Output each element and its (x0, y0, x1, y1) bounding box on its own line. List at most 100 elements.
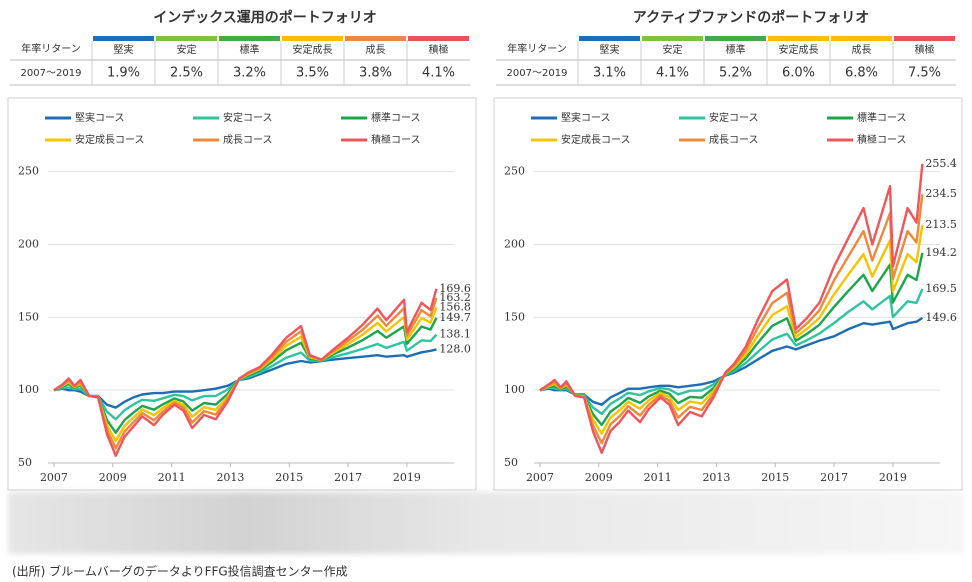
legend-label: 安定コース (709, 111, 759, 124)
table-cell: 3.8% (359, 66, 392, 81)
y-tick-label: 200 (504, 237, 525, 250)
table-row-label: 2007～2019 (21, 68, 82, 79)
table-cell: 6.8% (845, 66, 878, 81)
x-tick-label: 2017 (334, 471, 362, 484)
y-tick-label: 150 (18, 310, 39, 323)
table-cell: 3.1% (593, 66, 626, 81)
table-header-label: 年率リターン (507, 42, 567, 55)
end-label: 149.6 (925, 311, 957, 324)
series-line (539, 288, 924, 416)
end-label: 213.5 (925, 218, 957, 231)
table-header: 堅実 (114, 43, 134, 56)
legend-label: 堅実コース (561, 111, 611, 124)
series-line (539, 194, 924, 445)
header-color-bar (705, 36, 766, 41)
table-cell: 1.9% (107, 66, 140, 81)
table-header: 安定成長 (779, 43, 819, 56)
table-cell: 6.0% (782, 66, 815, 81)
legend-label: 安定成長コース (75, 133, 145, 146)
x-tick-label: 2009 (99, 471, 127, 484)
x-tick-label: 2015 (761, 471, 789, 484)
series-line (539, 163, 924, 454)
legend-label: 標準コース (857, 111, 907, 124)
end-label: 156.8 (439, 300, 471, 313)
x-tick-label: 2015 (275, 471, 303, 484)
header-color-bar (282, 36, 343, 41)
legend-label: 安定成長コース (561, 133, 631, 146)
end-label: 128.0 (439, 342, 471, 355)
header-color-bar (894, 36, 955, 41)
panel-border (493, 97, 963, 491)
legend-label: 成長コース (223, 134, 273, 146)
legend-label: 積極コース (371, 133, 421, 146)
table-header: 安定 (177, 43, 197, 56)
footnote: (出所) ブルームバーグのデータよりFFG投信調査センター作成 (12, 564, 348, 579)
header-color-bar (831, 36, 892, 41)
x-tick-label: 2019 (393, 471, 421, 484)
legend-label: 堅実コース (75, 111, 125, 124)
panel-title: アクティブファンドのポートフォリオ (633, 9, 869, 26)
end-label: 169.5 (925, 282, 957, 295)
y-tick-label: 50 (18, 456, 32, 469)
header-color-bar (93, 36, 154, 41)
end-label: 255.4 (925, 157, 957, 170)
y-tick-label: 100 (504, 383, 525, 396)
table-header: 標準 (726, 43, 746, 56)
table-cell: 4.1% (422, 66, 455, 81)
y-tick-label: 100 (18, 383, 39, 396)
header-color-bar (768, 36, 829, 41)
end-label: 163.2 (439, 291, 471, 304)
x-tick-label: 2011 (158, 471, 186, 484)
y-tick-label: 150 (504, 310, 525, 323)
y-tick-label: 200 (18, 237, 39, 250)
blurred-area (8, 492, 964, 554)
table-row-label: 2007～2019 (507, 68, 568, 79)
table-header: 安定成長 (293, 43, 333, 56)
header-color-bar (219, 36, 280, 41)
legend-label: 積極コース (857, 133, 907, 146)
header-color-bar (408, 36, 469, 41)
table-cell: 2.5% (170, 66, 203, 81)
table-header: 堅実 (600, 43, 620, 56)
table-cell: 5.2% (719, 66, 752, 81)
y-tick-label: 250 (18, 165, 39, 178)
series-line (53, 288, 438, 457)
x-tick-label: 2009 (585, 471, 613, 484)
end-label: 149.7 (439, 311, 471, 324)
x-tick-label: 2013 (702, 471, 730, 484)
table-header: 積極 (429, 43, 449, 56)
header-color-bar (345, 36, 406, 41)
header-color-bar (156, 36, 217, 41)
x-tick-label: 2007 (40, 471, 68, 484)
x-tick-label: 2011 (644, 471, 672, 484)
header-color-bar (642, 36, 703, 41)
table-cell: 3.2% (233, 66, 266, 81)
series-line (539, 316, 924, 406)
x-tick-label: 2019 (879, 471, 907, 484)
table-header: 成長 (366, 44, 386, 56)
end-label: 169.6 (439, 282, 471, 295)
x-tick-label: 2017 (820, 471, 848, 484)
x-tick-label: 2007 (526, 471, 554, 484)
table-cell: 4.1% (656, 66, 689, 81)
end-label: 234.5 (925, 187, 957, 200)
table-cell: 7.5% (908, 66, 941, 81)
y-tick-label: 250 (504, 165, 525, 178)
legend-label: 標準コース (371, 111, 421, 124)
table-header: 安定 (663, 43, 683, 56)
table-header: 標準 (240, 43, 260, 56)
end-label: 194.2 (925, 246, 957, 259)
panel-title: インデックス運用のポートフォリオ (153, 9, 377, 26)
table-header: 成長 (852, 44, 872, 56)
x-tick-label: 2013 (216, 471, 244, 484)
series-line (539, 252, 924, 427)
table-header: 積極 (915, 43, 935, 56)
y-tick-label: 50 (504, 456, 518, 469)
panel-border (7, 97, 477, 491)
table-header-label: 年率リターン (21, 42, 81, 55)
header-color-bar (579, 36, 640, 41)
end-label: 138.1 (439, 328, 471, 341)
table-cell: 3.5% (296, 66, 329, 81)
